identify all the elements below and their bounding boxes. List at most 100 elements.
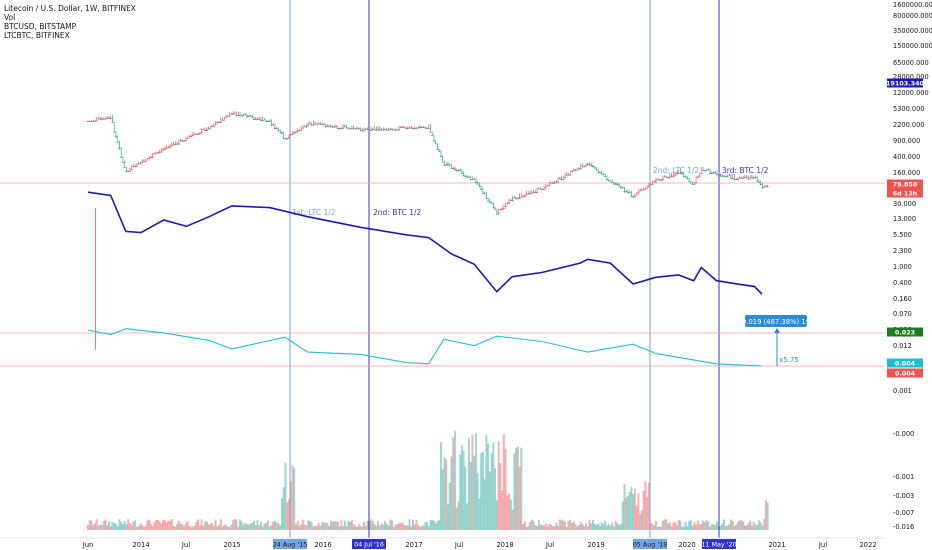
volume-bar	[522, 524, 525, 530]
volume-bar	[743, 525, 746, 530]
candle-body	[574, 169, 577, 171]
volume-bar	[408, 519, 411, 530]
volume-bar	[598, 526, 601, 530]
y-tick-label: 0.001	[893, 387, 912, 395]
annotations: 0.019 (467.38%) 19 x5.75	[742, 315, 810, 366]
volume-bar	[308, 520, 311, 530]
horizontal-lines[interactable]	[0, 182, 885, 367]
vertical-markers[interactable]: 1st: LTC 1/2 2nd: BTC 1/2 2nd: LTC 1/2 3rd:…	[289, 0, 769, 538]
volume-bar	[135, 526, 138, 530]
volume-bar	[261, 526, 264, 530]
candle-body	[714, 172, 717, 174]
candle-body	[712, 172, 715, 174]
candle-body	[307, 124, 310, 126]
candle-body	[258, 118, 261, 120]
volume-bar	[424, 521, 427, 530]
candle-body	[328, 125, 331, 127]
volume-bar	[212, 525, 215, 530]
volume-bar	[398, 523, 401, 530]
candle-body	[308, 123, 311, 125]
candle-body	[522, 196, 525, 198]
candle-body	[254, 119, 257, 120]
candle-body	[123, 167, 126, 168]
candle-body	[116, 142, 119, 143]
candle-body	[502, 208, 505, 209]
volume-bar	[137, 525, 140, 530]
candle-body	[162, 149, 165, 151]
marker-date-label: 04 Jul '16	[354, 541, 384, 549]
y-tick-label: 350000.000	[893, 27, 932, 35]
volume-bar	[705, 520, 708, 530]
candle-body	[415, 127, 418, 129]
volume-bar	[670, 526, 673, 530]
volume-bar	[336, 521, 339, 530]
volume-bar	[155, 519, 158, 530]
x-tick-label: 2015	[223, 541, 240, 549]
volume-bar	[763, 518, 766, 530]
candle-body	[432, 140, 435, 142]
marker-note: 2nd: LTC 1/2	[653, 166, 699, 175]
candle-body	[218, 122, 221, 123]
volume-bar	[668, 522, 671, 530]
volume-bar	[480, 452, 483, 530]
candle-body	[252, 119, 255, 120]
volume-bar	[415, 520, 418, 530]
y-tick-label: 2200.000	[893, 121, 924, 129]
volume-bar	[614, 520, 617, 530]
candle-body	[586, 163, 589, 165]
candle-body	[597, 172, 600, 174]
candle-body	[207, 128, 210, 130]
candle-body	[761, 187, 764, 189]
time-axis[interactable]: Jun 2014 Jul 2015 2016 2017 Jul 2018 Jul 2019 2020…	[0, 537, 885, 549]
candle-body	[476, 183, 479, 185]
candle-body	[209, 128, 212, 130]
y-tick-label: 1600000.000	[893, 1, 932, 9]
volume-bar	[565, 526, 568, 530]
volume-bar	[301, 519, 304, 530]
y-tick-label: 400.000	[893, 153, 920, 161]
candle-body	[466, 176, 469, 178]
volume-bar	[291, 465, 294, 530]
candle-body	[530, 192, 533, 194]
candle-body	[387, 129, 390, 131]
candle-body	[165, 148, 168, 149]
legend-volume[interactable]: Vol	[4, 13, 16, 22]
btc-line[interactable]	[87, 191, 763, 295]
candle-body	[743, 177, 746, 179]
candle-body	[584, 165, 587, 167]
candle-body	[342, 127, 345, 129]
volume-bar	[310, 522, 313, 530]
legend-btcusd[interactable]: BTCUSD, BITSTAMP	[4, 22, 77, 31]
volume-bar	[93, 523, 96, 530]
ratio-label: x5.75	[779, 356, 799, 364]
legend-main-symbol[interactable]: Litecoin / U.S. Dollar, 1W, BITFINEX	[4, 4, 136, 13]
volume-bar	[342, 525, 345, 530]
candle-body	[523, 196, 526, 197]
volume-bar	[434, 523, 437, 530]
candle-body	[282, 138, 285, 139]
candle-body	[677, 172, 680, 174]
candle-body	[738, 177, 741, 179]
candle-body	[675, 173, 678, 175]
volume-bar	[273, 520, 276, 530]
candle-body	[425, 127, 428, 129]
candle-body	[324, 126, 327, 128]
candle-body	[146, 159, 149, 161]
candle-body	[754, 177, 757, 179]
volume-bar	[707, 521, 710, 530]
legend-ltcbtc[interactable]: LTCBTC, BITFINEX	[4, 31, 70, 40]
volume-bar	[191, 526, 194, 530]
candle-body	[766, 186, 769, 188]
candle-body	[345, 127, 348, 129]
candle-body	[322, 124, 325, 126]
candle-body	[572, 169, 575, 171]
candle-body	[237, 115, 240, 117]
ltcbtc-line[interactable]	[87, 328, 762, 367]
candle-body	[457, 170, 460, 171]
candle-body	[193, 133, 196, 135]
candle-body	[576, 169, 579, 171]
volume-bar	[275, 522, 278, 530]
volume-bar	[737, 521, 740, 530]
candle-body	[214, 124, 217, 126]
